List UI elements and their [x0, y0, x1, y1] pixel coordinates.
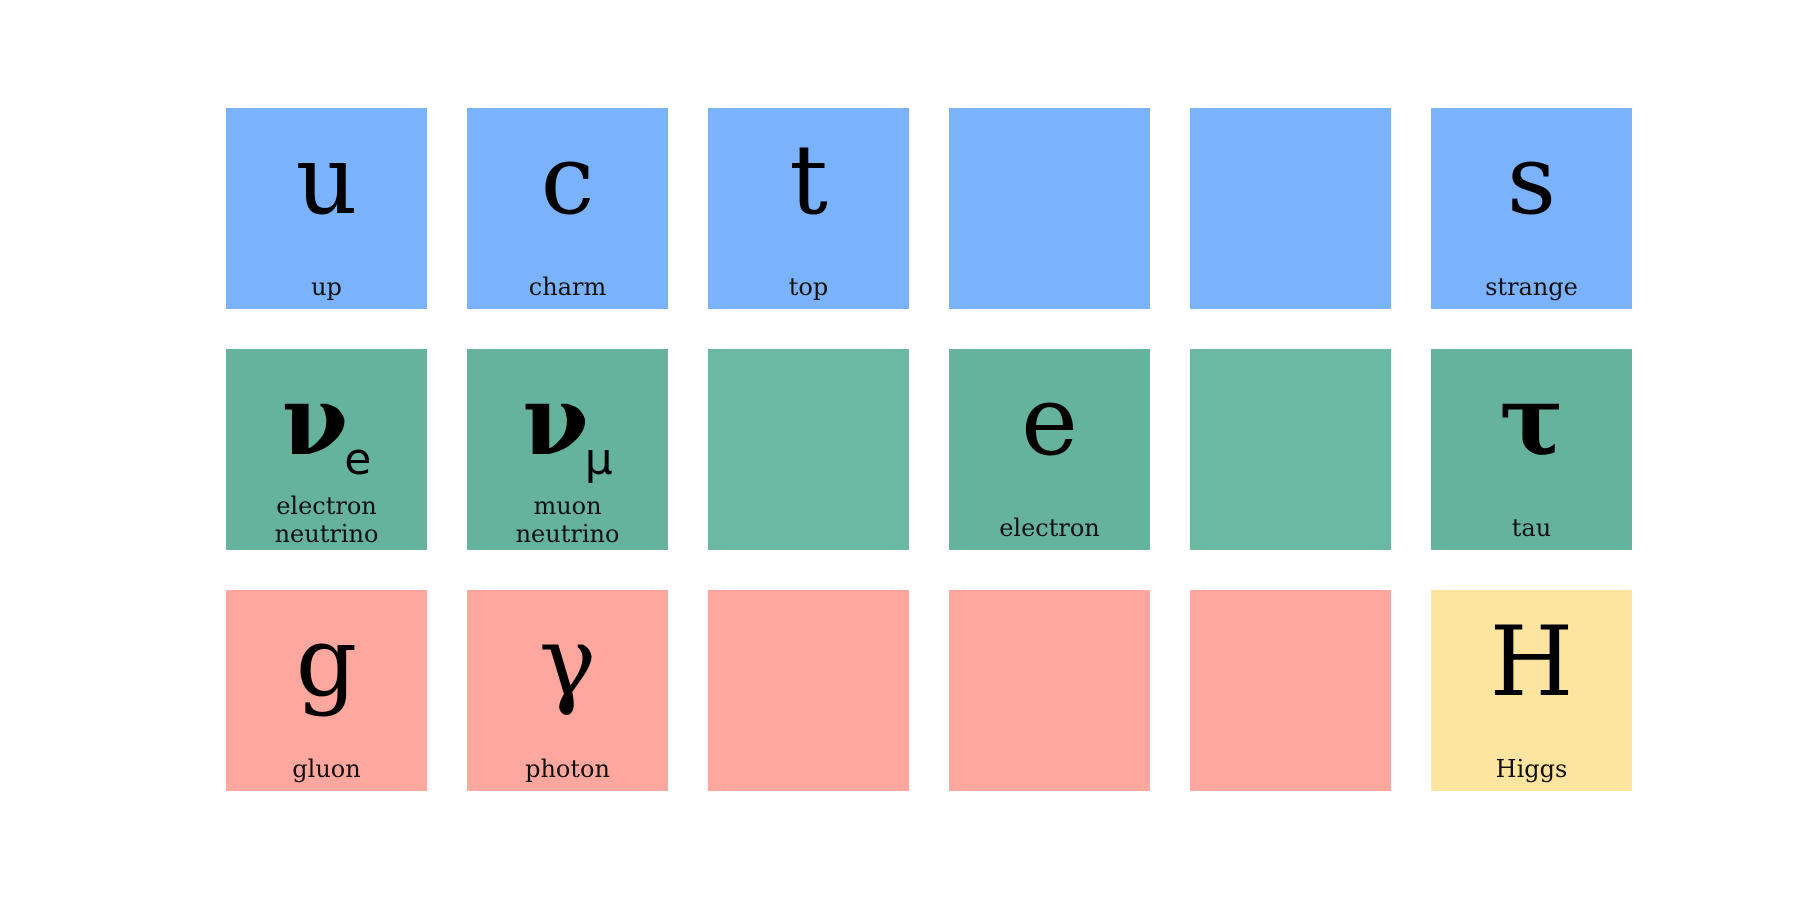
symbol-subscript: e — [344, 434, 372, 485]
particle-symbol: νe — [226, 361, 427, 485]
tile-up-quark: u up — [226, 108, 427, 309]
particle-symbol: τ — [1431, 361, 1632, 481]
particle-symbol: H — [1431, 602, 1632, 722]
tile-gluon: g gluon — [226, 590, 427, 791]
label-line-1: muon — [533, 492, 602, 520]
particle-symbol: s — [1431, 120, 1632, 240]
symbol-gamma: γ — [538, 606, 597, 718]
particle-label: tau — [1511, 514, 1552, 542]
tile-empty-quark — [1190, 108, 1391, 309]
tile-higgs: H Higgs — [1431, 590, 1632, 791]
particle-label: up — [311, 273, 342, 301]
tile-photon: γ photon — [467, 590, 668, 791]
tile-empty-lepton — [1190, 349, 1391, 550]
symbol-nu: ν — [281, 364, 349, 477]
tile-electron-neutrino: νe electron neutrino — [226, 349, 427, 550]
symbol-t: t — [789, 124, 828, 236]
particle-label: top — [788, 273, 829, 301]
symbol-h: H — [1489, 606, 1574, 718]
symbol-c: c — [540, 124, 595, 236]
tile-empty-boson — [708, 590, 909, 791]
particle-symbol: u — [226, 120, 427, 240]
tile-charm-quark: c charm — [467, 108, 668, 309]
symbol-subscript: μ — [584, 434, 613, 485]
particle-label: muon neutrino — [467, 492, 668, 548]
particle-symbol: γ — [467, 602, 668, 722]
symbol-g: g — [295, 606, 358, 718]
tile-empty-quark — [949, 108, 1150, 309]
particle-label: strange — [1485, 273, 1578, 301]
tile-empty-boson — [949, 590, 1150, 791]
particle-symbol: νμ — [467, 361, 668, 485]
particle-symbol: e — [949, 361, 1150, 481]
particle-label: Higgs — [1495, 755, 1568, 783]
particle-symbol: t — [708, 120, 909, 240]
symbol-s: s — [1506, 124, 1557, 236]
symbol-e: e — [1021, 365, 1078, 477]
tile-muon-neutrino: νμ muon neutrino — [467, 349, 668, 550]
particle-grid: u up c charm t top s strange νe electron… — [226, 108, 1632, 791]
particle-label: photon — [525, 755, 610, 783]
particle-label: electron neutrino — [226, 492, 427, 548]
label-line-2: neutrino — [515, 520, 620, 548]
tile-strange-quark: s strange — [1431, 108, 1632, 309]
tile-empty-lepton — [708, 349, 909, 550]
particle-label: gluon — [292, 755, 361, 783]
tile-top-quark: t top — [708, 108, 909, 309]
symbol-u: u — [295, 124, 358, 236]
label-line-1: electron — [276, 492, 377, 520]
tile-empty-boson — [1190, 590, 1391, 791]
symbol-nu: ν — [522, 364, 589, 477]
tile-electron: e electron — [949, 349, 1150, 550]
symbol-tau: τ — [1499, 364, 1564, 477]
particle-symbol: g — [226, 602, 427, 722]
particle-symbol: c — [467, 120, 668, 240]
tile-tau: τ tau — [1431, 349, 1632, 550]
particle-label: charm — [528, 273, 607, 301]
particle-label: electron — [999, 514, 1100, 542]
label-line-2: neutrino — [274, 520, 379, 548]
